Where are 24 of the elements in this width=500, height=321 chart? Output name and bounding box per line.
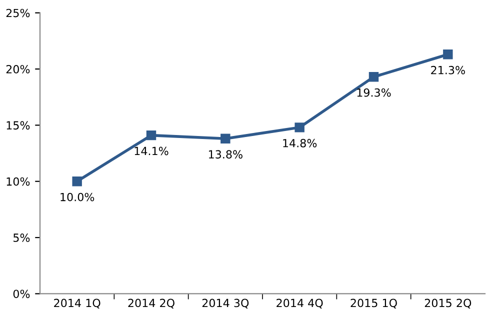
x-tick-label: 2015 1Q [350, 298, 397, 308]
y-tick-label: 5% [14, 234, 30, 242]
x-tick-label: 2015 2Q [424, 298, 472, 308]
data-label: 14.1% [134, 146, 168, 156]
x-tick-label: 2014 2Q [128, 298, 174, 308]
x-tick-label: 2014 4Q [276, 298, 323, 308]
y-tick-label: 0% [13, 290, 30, 298]
point [368, 72, 379, 82]
y-tick-label: 25% [6, 8, 30, 18]
y-tick-label: 15% [6, 121, 30, 130]
data-label: 10.0% [60, 192, 94, 202]
point [443, 50, 453, 60]
point [220, 134, 230, 144]
point [146, 130, 156, 140]
data-label: 19.3% [357, 88, 391, 97]
y-tick-label: 20% [6, 64, 30, 74]
x-tick-label: 2014 1Q [54, 298, 100, 308]
data-label: 14.8% [283, 138, 317, 148]
x-tick-label: 2014 3Q [202, 298, 249, 308]
point [294, 122, 304, 132]
point [72, 176, 82, 186]
data-label: 21.3% [431, 66, 465, 74]
data-label: 13.8% [208, 150, 242, 159]
y-tick-label: 10% [6, 177, 30, 186]
